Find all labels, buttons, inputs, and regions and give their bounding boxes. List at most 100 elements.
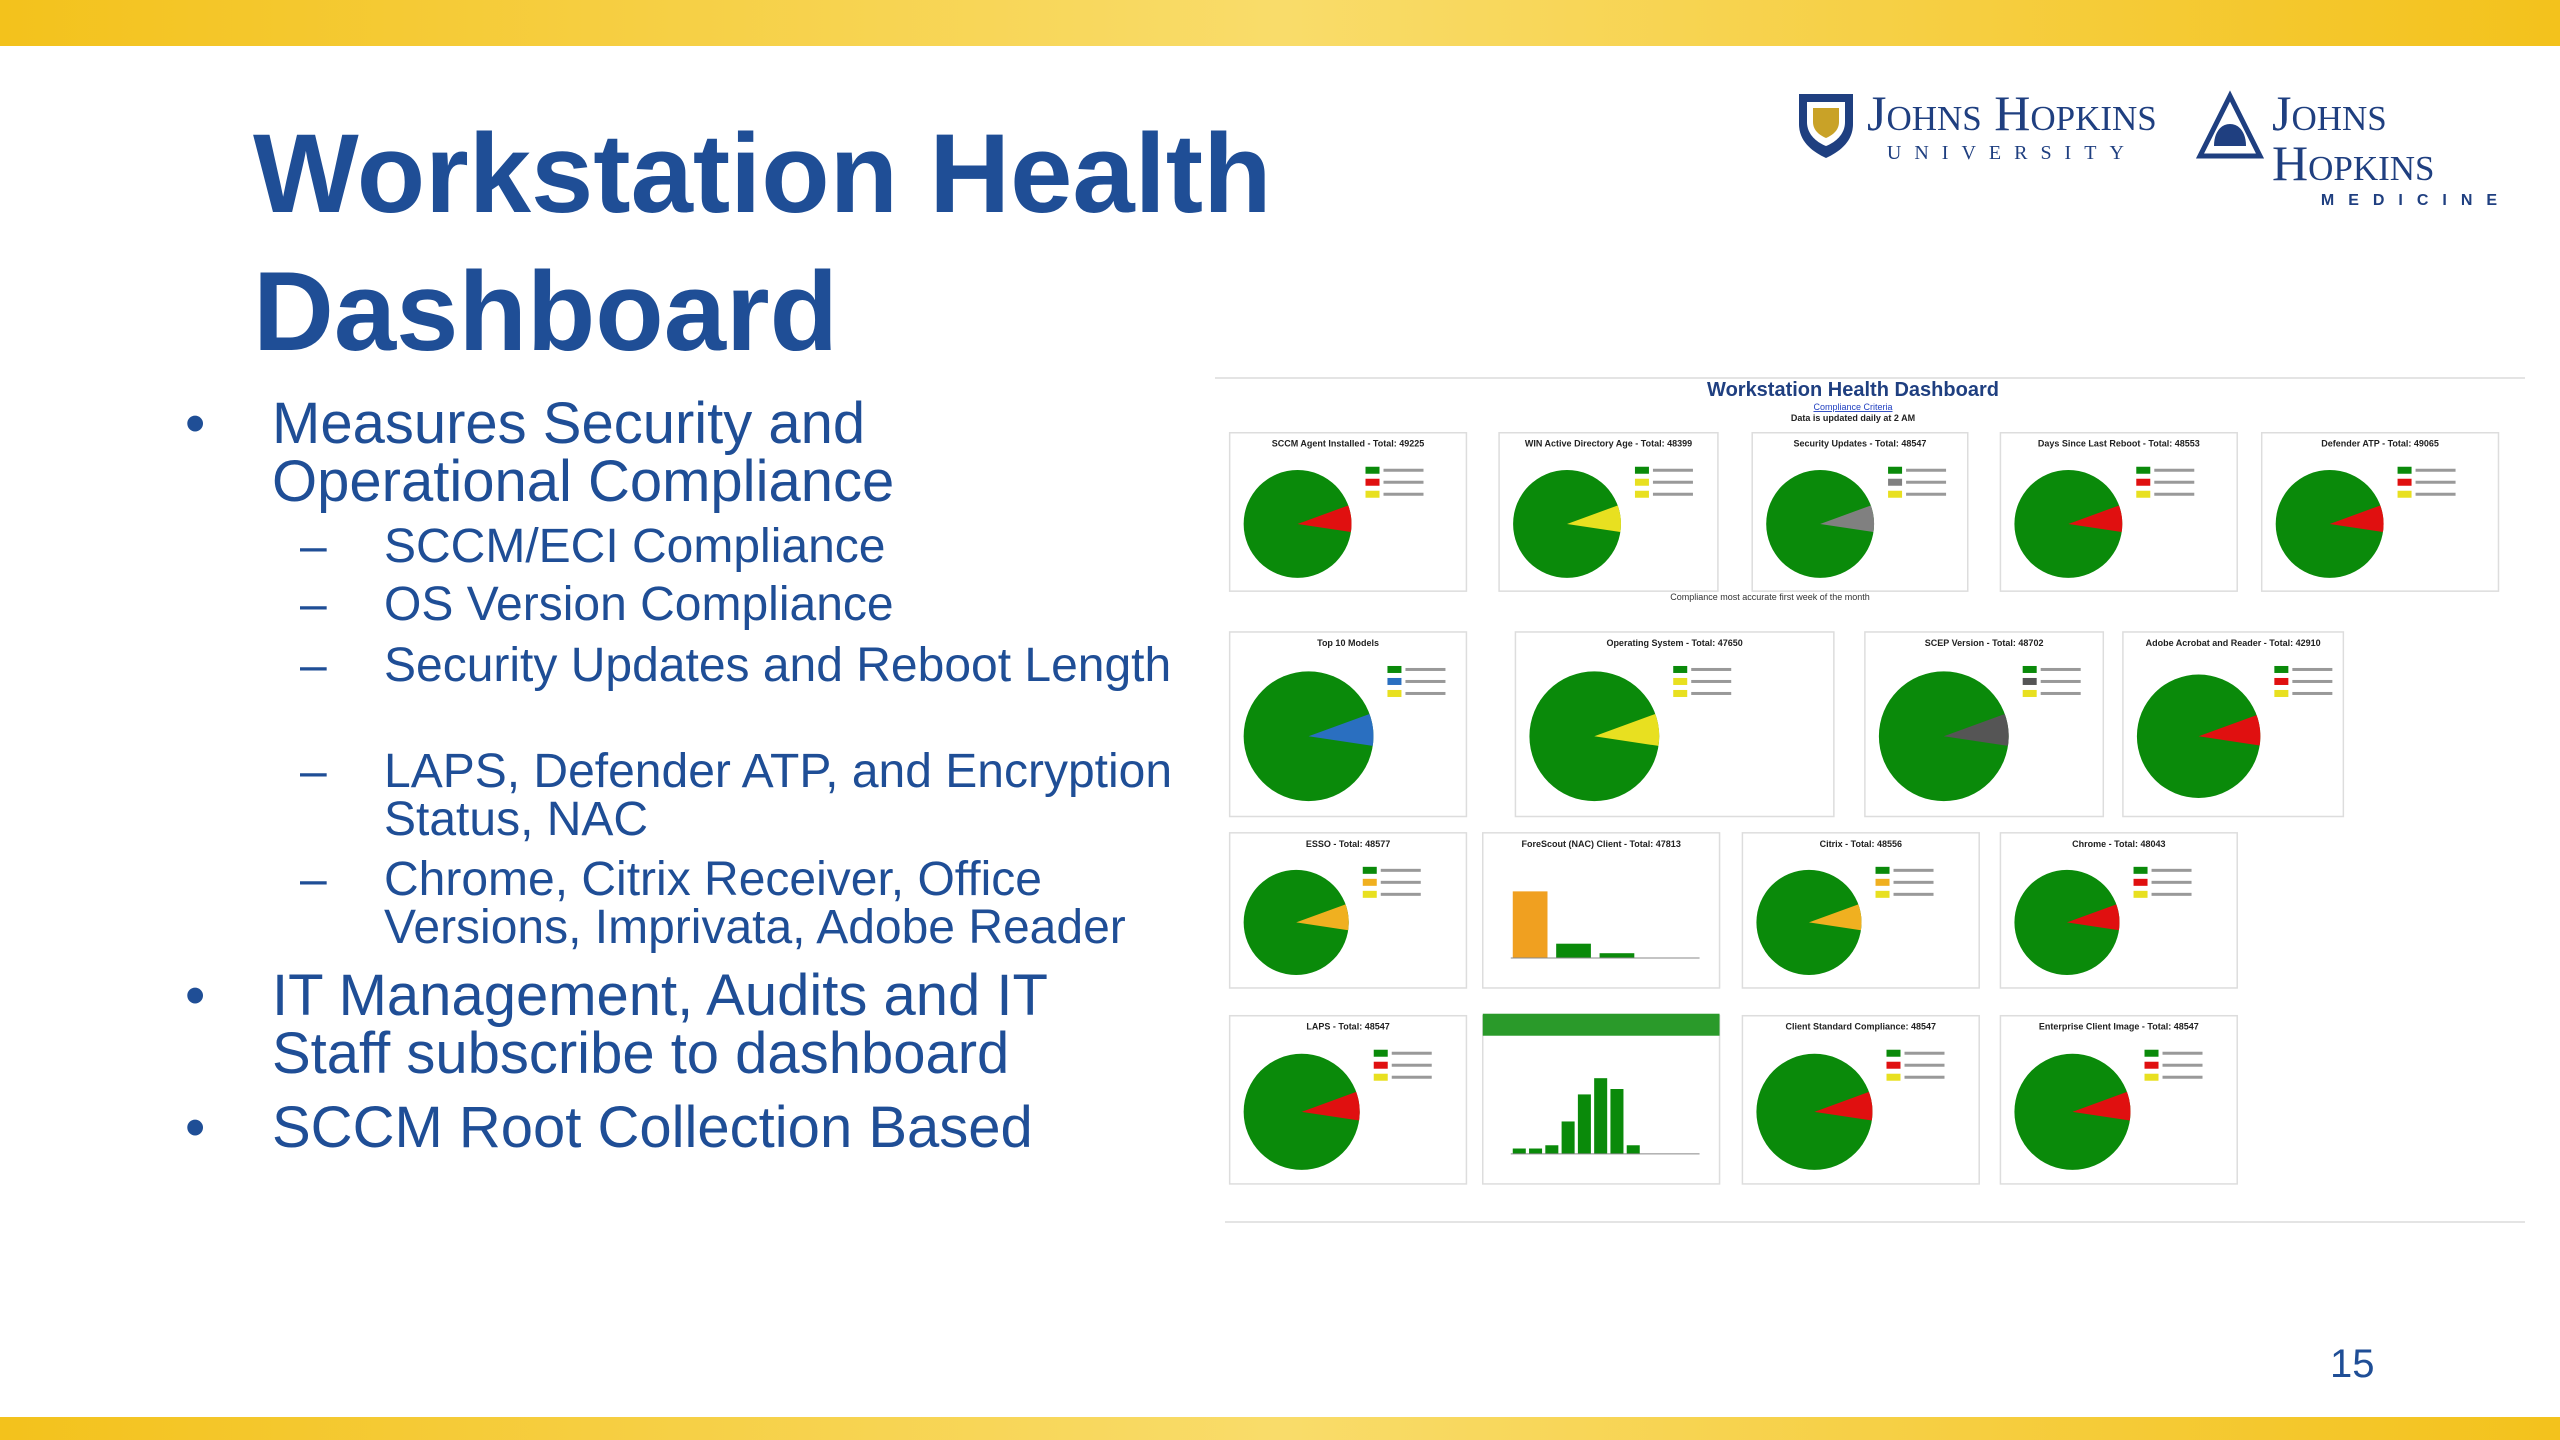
panel: Enterprise Client Image - Total: 48547 [1999, 1014, 2238, 1185]
decor-legend-text [2162, 1075, 2203, 1079]
decor-legend-swatch [2136, 478, 2151, 486]
decor-legend-swatch [1634, 466, 1649, 474]
decor-bar [1512, 891, 1548, 958]
decor-legend-text [2415, 492, 2456, 496]
bullet-marker: – [300, 578, 327, 631]
dashboard-title: Workstation Health Dashboard [1707, 379, 1999, 401]
panel-title: Chrome - Total: 48043 [2072, 839, 2165, 849]
panel-title: SCCM Agent Installed - Total: 49225 [1272, 439, 1425, 449]
footnote: Compliance most accurate first week of t… [1670, 592, 1870, 602]
decor-legend-swatch [1634, 478, 1649, 486]
decor-legend-swatch [2274, 665, 2289, 673]
bullet-text: SCCM Root Collection Based [272, 1095, 1033, 1160]
decor-legend-text [2415, 480, 2456, 484]
bottom-bar [0, 1417, 2560, 1440]
decor-legend-swatch [2133, 890, 2148, 898]
decor-legend-text [1405, 667, 1446, 671]
bullet: • Measures Security and Operational Compl… [185, 395, 1085, 511]
decor-legend-swatch [1886, 1073, 1901, 1081]
dashboard-screenshot: Workstation Health Dashboard Compliance … [1215, 377, 2525, 1223]
decor-pie [1513, 470, 1621, 578]
shield-icon [1799, 94, 1853, 158]
decor-legend-swatch [1387, 689, 1402, 697]
decor-legend-text [2292, 691, 2333, 695]
panel: LAPS - Total: 48547 [1228, 1014, 1468, 1185]
panel-title: ForeScout (NAC) Client - Total: 47813 [1521, 839, 1680, 849]
decor-legend-text [1380, 892, 1421, 896]
decor-legend-swatch [2274, 689, 2289, 697]
panel: Top 10 Models [1228, 631, 1468, 818]
decor-wedge [2068, 505, 2123, 533]
decor-pie [1529, 671, 1660, 802]
decor-wedge [1820, 505, 1875, 533]
decor-wedge [2072, 1091, 2131, 1121]
decor-legend-swatch [1362, 890, 1377, 898]
logo-medicine: Johns Hopkins MEDICINE [2196, 88, 2560, 210]
decor-wedge [1594, 713, 1660, 746]
decor-legend-swatch [1875, 890, 1890, 898]
decor-pie [1243, 1053, 1360, 1170]
bullet-text: Chrome, Citrix Receiver, Office Versions… [384, 853, 1126, 954]
decor-legend-swatch [1362, 866, 1377, 874]
decor-wedge [1296, 904, 1349, 931]
bullet-marker: – [300, 520, 327, 573]
top-bar [0, 0, 2560, 46]
bullet-text: LAPS, Defender ATP, and Encryption Statu… [384, 745, 1173, 846]
decor-pie [2014, 1053, 2131, 1170]
decor-legend-swatch [1365, 466, 1380, 474]
decor-bar [1594, 1078, 1608, 1154]
decor-legend-swatch [1673, 677, 1688, 685]
decor-bar [1577, 1094, 1591, 1154]
sub-bullet: – Chrome, Citrix Receiver, Office Version… [300, 856, 1180, 952]
dome-icon [2196, 90, 2264, 159]
sub-bullet: – LAPS, Defender ATP, and Encryption Stat… [300, 748, 1180, 844]
decor-wedge [1297, 505, 1352, 533]
decor-legend-swatch [1365, 478, 1380, 486]
decor-legend-text [2162, 1063, 2203, 1067]
decor-legend-swatch [2144, 1049, 2159, 1057]
decor-wedge [2329, 505, 2384, 533]
decor-legend-text [2162, 1051, 2203, 1055]
decor-legend-text [1380, 880, 1421, 884]
decor-legend-swatch [1373, 1061, 1388, 1069]
decor-legend-swatch [1888, 478, 1903, 486]
decor-legend-swatch [2022, 665, 2037, 673]
decor-legend-text [1691, 679, 1732, 683]
decor-legend-swatch [2136, 466, 2151, 474]
decor-legend-swatch [1362, 878, 1377, 886]
decor-legend-swatch [2144, 1061, 2159, 1069]
decor-legend-text [2154, 492, 2195, 496]
decor-legend-text [1906, 492, 1947, 496]
panel: Security Updates - Total: 48547 [1751, 431, 1969, 592]
criteria-link[interactable]: Compliance Criteria [1813, 402, 1892, 412]
bullet-marker: • [185, 391, 206, 456]
decor-legend-swatch [2133, 878, 2148, 886]
decor-legend-swatch [1373, 1073, 1388, 1081]
panel: Windows 10 Version and Compliance - Tota… [1482, 1013, 1721, 1185]
decor-bar [1626, 1145, 1640, 1154]
logo-sub: UNIVERSITY [1886, 142, 2137, 164]
panel-title: Defender ATP - Total: 49065 [2321, 439, 2439, 449]
panel-title: Operating System - Total: 47650 [1606, 638, 1742, 648]
panel-title: Citrix - Total: 48556 [1820, 839, 1902, 849]
logo-name: Johns Hopkins [1867, 85, 2157, 141]
decor-legend-text [2040, 691, 2081, 695]
decor-wedge [2198, 715, 2261, 746]
decor-wedge [1814, 1091, 1873, 1121]
decor-pie [2136, 674, 2261, 798]
decor-legend-swatch [1387, 665, 1402, 673]
panel: Days Since Last Reboot - Total: 48553 [1999, 431, 2238, 592]
decor-wedge [1301, 1091, 1360, 1121]
decor-bar [1512, 1148, 1526, 1154]
panel-title: Days Since Last Reboot - Total: 48553 [2038, 439, 2200, 449]
decor-legend-text [2154, 480, 2195, 484]
decor-legend-swatch [2144, 1073, 2159, 1081]
decor-legend-text [2151, 892, 2192, 896]
decor-legend-swatch [2133, 866, 2148, 874]
decor-legend-text [1383, 480, 1424, 484]
decor-legend-swatch [2022, 677, 2037, 685]
decor-legend-swatch [1365, 490, 1380, 498]
panel-title: Adobe Acrobat and Reader - Total: 42910 [2146, 638, 2321, 648]
decor-pie [1243, 470, 1352, 578]
decor-legend-swatch [1875, 878, 1890, 886]
